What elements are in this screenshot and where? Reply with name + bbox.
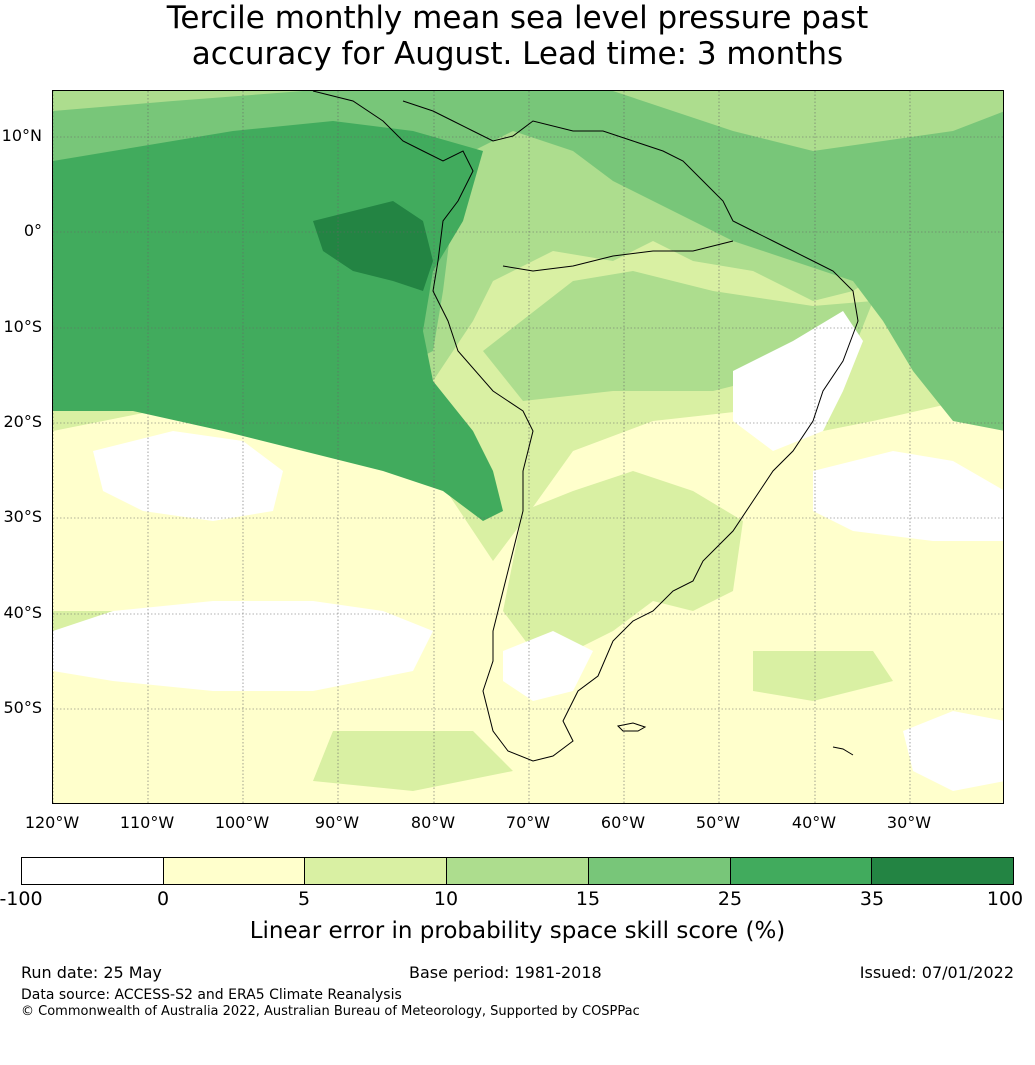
data-source: Data source: ACCESS-S2 and ERA5 Climate … — [21, 987, 402, 1003]
map-title: Tercile monthly mean sea level pressure … — [0, 0, 1035, 72]
band-negative-patagonia — [503, 631, 593, 701]
lon-label-40w: 40°W — [791, 813, 837, 832]
colorbar-tick-neg100: -100 — [0, 888, 43, 910]
colorbar-tick-5: 5 — [297, 888, 311, 910]
lat-label-20s: 20°S — [3, 412, 42, 431]
south-georgia — [832, 746, 854, 756]
band-35-100 — [313, 201, 433, 291]
colorbar-label: Linear error in probability space skill … — [249, 918, 786, 944]
colorbar-segment-15-25 — [588, 858, 731, 884]
band-negative-brazil — [733, 311, 863, 451]
colorbar-segment-25-35 — [730, 858, 873, 884]
lon-label-60w: 60°W — [600, 813, 646, 832]
colorbar-segment-10-15 — [447, 858, 589, 884]
lon-label-80w: 80°W — [410, 813, 456, 832]
run-date: Run date: 25 May — [21, 963, 162, 982]
lon-label-70w: 70°W — [505, 813, 551, 832]
lat-label-30s: 30°S — [3, 507, 42, 526]
colorbar-tick-15: 15 — [575, 888, 601, 910]
colorbar-segment-0-5 — [163, 858, 306, 884]
colorbar-segment-35-100 — [872, 858, 1014, 884]
coastline-south-america — [312, 91, 859, 762]
band-negative-south-atlantic — [813, 451, 1003, 541]
band-negative-southeast-pacific — [53, 601, 433, 691]
colorbar-tick-0: 0 — [156, 888, 170, 910]
lat-label-50s: 50°S — [3, 698, 42, 717]
lat-label-40s: 40°S — [3, 603, 42, 622]
lon-label-110w: 110°W — [119, 813, 175, 832]
colorbar-segment-negative — [22, 858, 164, 884]
lon-label-90w: 90°W — [314, 813, 360, 832]
colorbar-tick-25: 25 — [717, 888, 743, 910]
colorbar — [21, 857, 1014, 885]
map-title-line-1: Tercile monthly mean sea level pressure … — [166, 0, 869, 36]
colorbar-segment-5-10 — [305, 858, 448, 884]
lon-label-50w: 50°W — [695, 813, 741, 832]
band-5-10-south-continent — [503, 471, 743, 651]
falkland-islands — [616, 722, 647, 732]
colorbar-tick-35: 35 — [859, 888, 885, 910]
lon-label-30w: 30°W — [886, 813, 932, 832]
map-title-line-2: accuracy for August. Lead time: 3 months — [191, 36, 844, 72]
copyright: © Commonwealth of Australia 2022, Austra… — [21, 1004, 640, 1019]
lon-label-120w: 120°W — [24, 813, 80, 832]
lat-label-10s: 10°S — [3, 317, 42, 336]
lon-label-100w: 100°W — [214, 813, 270, 832]
colorbar-tick-10: 10 — [433, 888, 459, 910]
lat-label-0: 0° — [23, 221, 42, 240]
lat-label-10n: 10°N — [1, 126, 42, 145]
skill-map-canvas — [53, 91, 1003, 803]
amazon-river — [502, 240, 734, 272]
base-period: Base period: 1981-2018 — [409, 963, 602, 982]
band-negative-far-south-atlantic — [903, 711, 1003, 791]
skill-map — [52, 90, 1004, 804]
colorbar-tick-100: 100 — [986, 888, 1024, 910]
issued-date: Issued: 07/01/2022 — [859, 963, 1014, 982]
band-negative-east-pacific — [93, 431, 283, 521]
